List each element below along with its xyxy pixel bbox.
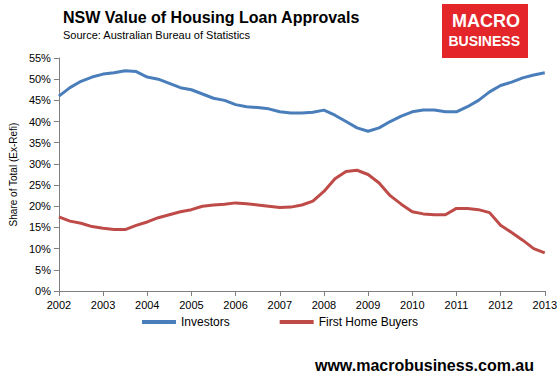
svg-text:5%: 5% <box>35 264 51 276</box>
svg-text:20%: 20% <box>29 200 51 212</box>
svg-text:2005: 2005 <box>179 299 203 311</box>
svg-text:2002: 2002 <box>47 299 71 311</box>
svg-text:MACRO: MACRO <box>452 11 520 31</box>
svg-text:Investors: Investors <box>181 315 230 329</box>
svg-text:50%: 50% <box>29 73 51 85</box>
svg-text:BUSINESS: BUSINESS <box>448 33 520 49</box>
svg-text:First Home Buyers: First Home Buyers <box>319 315 418 329</box>
svg-text:www.macrobusiness.com.au: www.macrobusiness.com.au <box>314 357 534 374</box>
svg-text:2010: 2010 <box>400 299 424 311</box>
svg-text:NSW Value of Housing Loan Appr: NSW Value of Housing Loan Approvals <box>63 9 359 26</box>
svg-text:0%: 0% <box>35 285 51 297</box>
svg-text:2008: 2008 <box>312 299 336 311</box>
svg-text:2007: 2007 <box>268 299 292 311</box>
svg-text:2011: 2011 <box>445 299 469 311</box>
svg-text:2006: 2006 <box>223 299 247 311</box>
svg-text:45%: 45% <box>29 94 51 106</box>
svg-text:25%: 25% <box>29 179 51 191</box>
svg-text:15%: 15% <box>29 221 51 233</box>
svg-text:10%: 10% <box>29 243 51 255</box>
svg-text:30%: 30% <box>29 158 51 170</box>
svg-text:2012: 2012 <box>488 299 512 311</box>
svg-text:2004: 2004 <box>135 299 159 311</box>
svg-text:2009: 2009 <box>356 299 380 311</box>
svg-text:2003: 2003 <box>91 299 115 311</box>
svg-text:2013: 2013 <box>533 299 557 311</box>
svg-text:Share of Total (Ex-Refi): Share of Total (Ex-Refi) <box>8 123 19 227</box>
svg-text:55%: 55% <box>29 52 51 64</box>
svg-text:40%: 40% <box>29 116 51 128</box>
svg-text:35%: 35% <box>29 137 51 149</box>
svg-text:Source: Australian Bureau of S: Source: Australian Bureau of Statistics <box>63 29 251 41</box>
